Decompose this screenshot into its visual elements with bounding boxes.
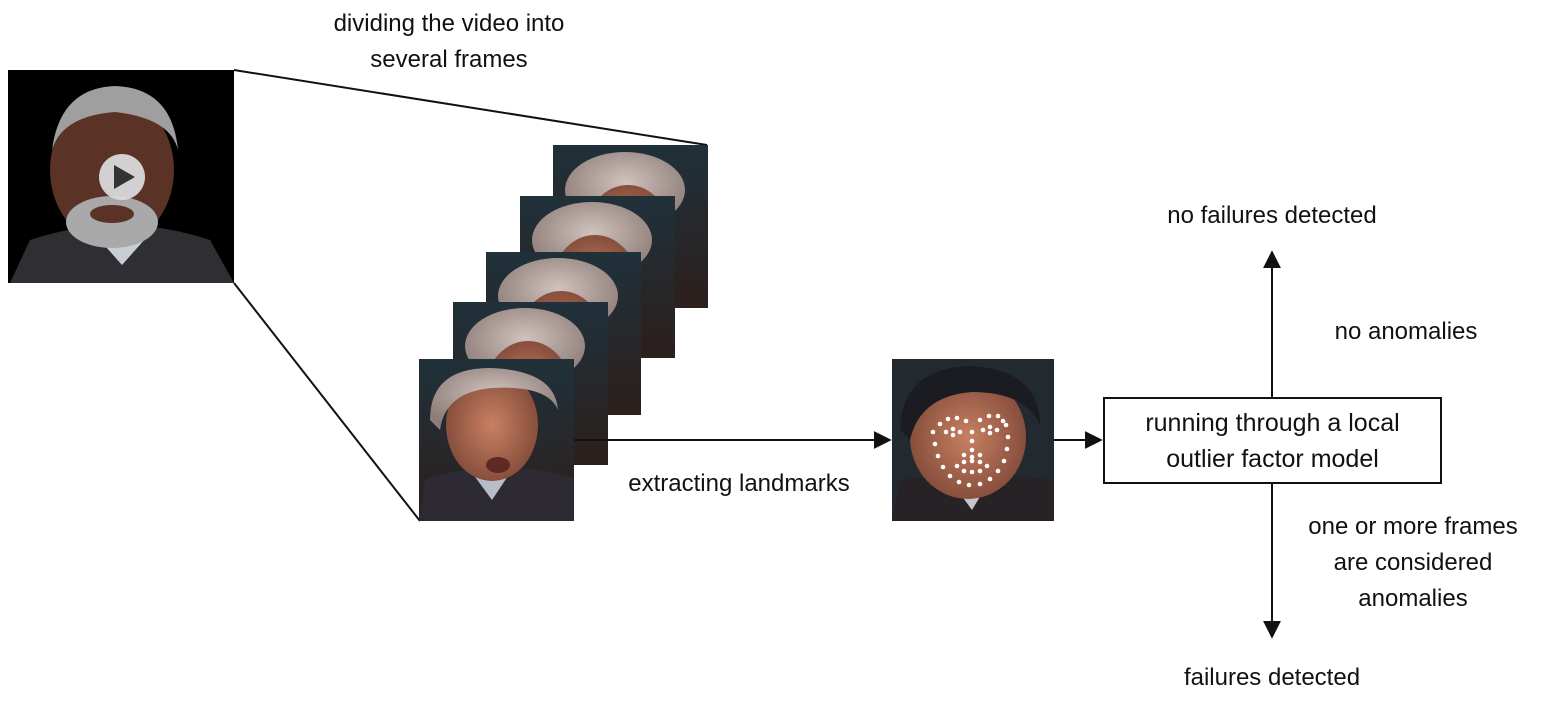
failures-label: failures detected xyxy=(1183,664,1361,691)
play-icon[interactable] xyxy=(99,154,145,200)
no-failures-label: no failures detected xyxy=(1167,202,1377,229)
lof-model-box: running through a local outlier factor m… xyxy=(1103,397,1442,484)
landmark-face-image xyxy=(892,359,1054,521)
anomalies-condition-label: one or more frames are considered anomal… xyxy=(1308,513,1518,612)
frame-stack xyxy=(419,145,708,521)
no-anomalies-label: no anomalies xyxy=(1334,318,1478,345)
extract-label: extracting landmarks xyxy=(628,470,850,497)
video-frame-front xyxy=(419,359,574,521)
projection-line-top xyxy=(233,69,708,146)
video-thumbnail xyxy=(8,70,234,283)
lof-model-line2: outlier factor model xyxy=(1166,444,1379,473)
projection-line-bottom xyxy=(233,282,421,522)
facial-landmarks xyxy=(930,413,1011,488)
lof-model-line1: running through a local xyxy=(1145,408,1400,437)
split-label: dividing the video into several frames xyxy=(333,10,565,73)
